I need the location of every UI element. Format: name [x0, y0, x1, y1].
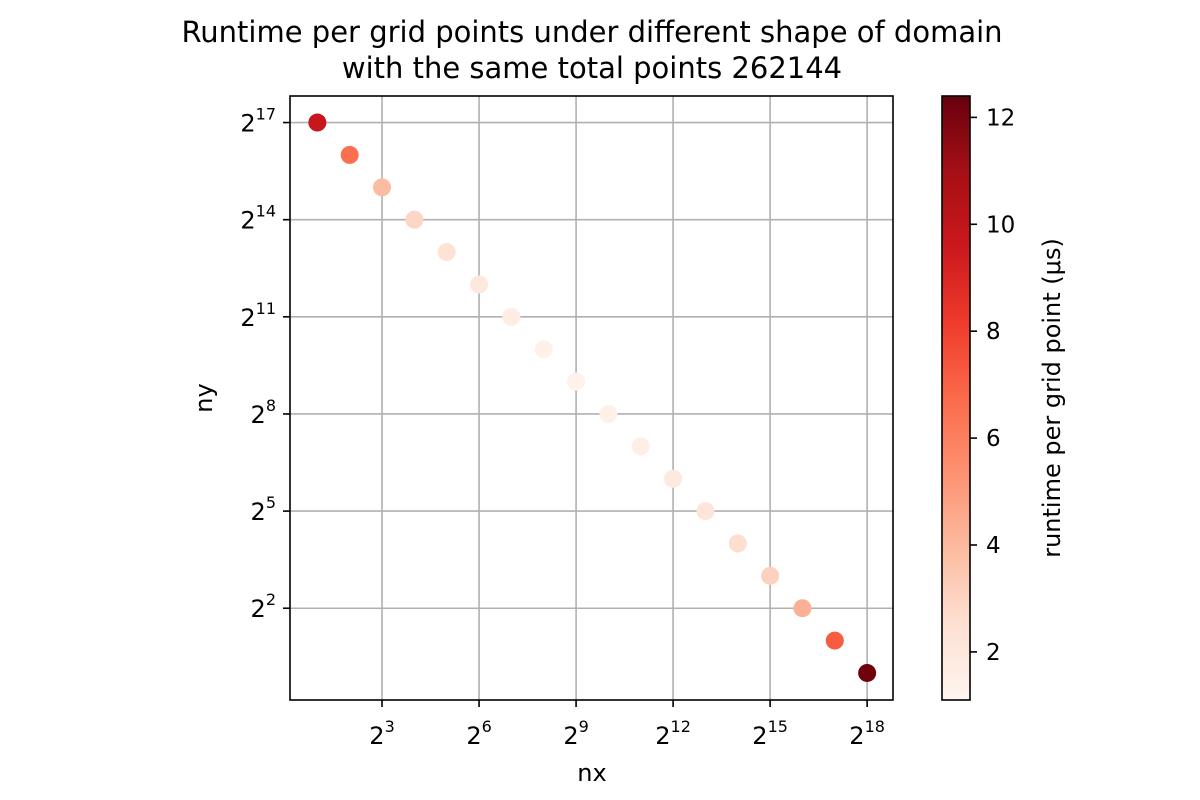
data-point — [696, 502, 715, 521]
grid — [290, 96, 893, 700]
data-point — [664, 469, 683, 488]
data-point — [502, 307, 521, 326]
y-tick-label: 28 — [251, 396, 276, 429]
data-point — [437, 243, 456, 262]
data-point — [793, 599, 812, 618]
data-point — [534, 340, 553, 359]
colorbar-ticks: 2 4 6 8 10 12 — [970, 105, 1015, 666]
data-point — [405, 210, 424, 229]
colorbar: 2 4 6 8 10 12 runtime per grid point (μs) — [941, 95, 1066, 701]
chart-title: Runtime per grid points under different … — [181, 15, 1002, 49]
data-points — [308, 113, 877, 682]
colorbar-gradient — [942, 96, 970, 700]
colorbar-tick-label: 4 — [986, 533, 1001, 559]
x-axis-ticks: 23 26 29 212 215 218 — [369, 700, 885, 750]
data-point — [373, 178, 392, 197]
colorbar-frame — [941, 95, 971, 701]
plot-frame — [289, 95, 894, 701]
y-tick-label: 25 — [251, 493, 276, 526]
data-point — [631, 437, 650, 456]
y-tick-label: 211 — [240, 299, 276, 332]
x-tick-label: 218 — [849, 717, 885, 750]
colorbar-tick-label: 2 — [986, 640, 1001, 666]
data-point — [470, 275, 489, 294]
x-tick-label: 23 — [369, 717, 394, 750]
colorbar-tick-label: 10 — [986, 212, 1015, 238]
data-point — [599, 404, 618, 423]
data-point — [825, 631, 844, 650]
chart-subtitle: with the same total points 262144 — [342, 51, 842, 85]
x-axis-label: nx — [577, 759, 606, 787]
colorbar-label: runtime per grid point (μs) — [1038, 238, 1066, 558]
x-tick-label: 29 — [563, 717, 588, 750]
y-axis-ticks: 22 25 28 211 214 217 — [240, 105, 290, 623]
colorbar-tick-label: 12 — [986, 105, 1015, 131]
data-point — [858, 663, 877, 682]
x-tick-label: 212 — [655, 717, 691, 750]
y-tick-label: 214 — [240, 202, 276, 235]
data-point — [728, 534, 747, 553]
data-point — [761, 566, 780, 585]
data-point — [340, 145, 359, 164]
y-tick-label: 22 — [251, 590, 276, 623]
data-point — [567, 372, 586, 391]
y-tick-label: 217 — [240, 105, 276, 138]
colorbar-tick-label: 8 — [986, 319, 1001, 345]
x-tick-label: 215 — [752, 717, 788, 750]
x-tick-label: 26 — [466, 717, 491, 750]
y-axis-label: ny — [190, 383, 218, 412]
data-point — [308, 113, 327, 132]
colorbar-tick-label: 6 — [986, 426, 1001, 452]
